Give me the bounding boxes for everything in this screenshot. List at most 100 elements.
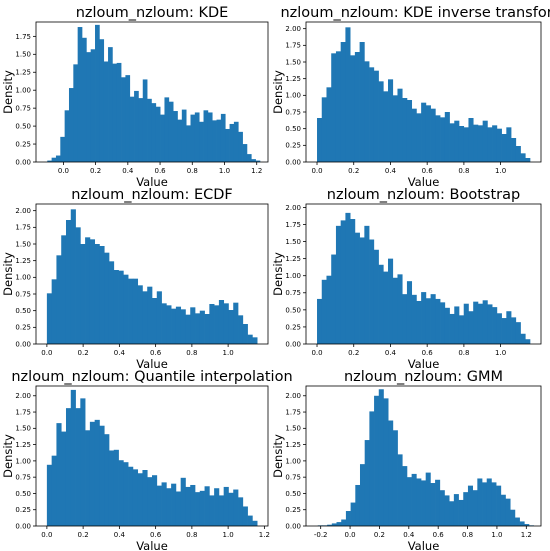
x-tick-label: 1.0 <box>223 349 234 357</box>
histogram-bar <box>228 310 234 344</box>
histogram-bar <box>388 79 394 162</box>
y-tick-label: 0.50 <box>285 490 301 498</box>
histogram-bar <box>491 482 497 526</box>
x-tick-label: 0.4 <box>403 531 415 539</box>
histogram-bar <box>421 102 427 162</box>
histogram-bar <box>166 488 172 526</box>
histogram-bar <box>185 486 191 526</box>
y-tick-label: 1.25 <box>285 75 301 83</box>
y-tick-label: 0.00 <box>15 340 31 348</box>
x-tick-label: 1.0 <box>223 531 234 539</box>
histogram-bar <box>56 255 62 344</box>
histogram-bar <box>190 484 196 526</box>
histogram-bar <box>199 490 205 526</box>
histogram-bar <box>336 522 342 526</box>
y-tick-label: 1.75 <box>285 42 301 50</box>
histogram-bar <box>51 157 57 162</box>
x-tick-label: 0.6 <box>154 167 166 175</box>
y-tick-label: 0.00 <box>15 158 31 166</box>
histogram-bar <box>416 478 422 526</box>
histogram-bar <box>94 419 100 526</box>
x-tick-label: 0.4 <box>385 349 397 357</box>
x-tick-label: 0.8 <box>186 349 197 357</box>
histogram-bar <box>132 278 139 344</box>
x-tick-label: 0.2 <box>348 167 359 175</box>
histogram-bar <box>520 333 526 344</box>
histogram-bar <box>463 492 469 526</box>
y-tick-label: 0.25 <box>285 506 301 514</box>
histogram-bar <box>255 160 261 162</box>
histogram-bar <box>354 232 360 344</box>
histogram-bar <box>195 313 201 344</box>
histogram-bar <box>46 464 53 526</box>
histogram-bar <box>233 121 239 162</box>
chart-title: nzloum_nzloum: Bootstrap <box>327 187 520 203</box>
chart-title: nzloum_nzloum: ECDF <box>71 187 233 203</box>
histogram-bar <box>112 63 118 162</box>
histogram-bar <box>468 311 474 344</box>
histogram-bar <box>164 97 170 162</box>
histogram-bar <box>506 127 512 162</box>
histogram-bar <box>345 27 351 162</box>
histogram-bar <box>90 49 96 162</box>
x-tick-label: 0.8 <box>187 167 198 175</box>
histogram-bar <box>147 286 153 344</box>
histogram-bar <box>388 258 394 344</box>
x-axis-label: Value <box>408 539 440 551</box>
histogram-bar <box>171 483 177 526</box>
histogram-bar <box>61 431 67 526</box>
histogram-bar <box>378 264 384 344</box>
histogram-bar <box>228 492 234 526</box>
histogram-bar <box>166 305 172 344</box>
y-tick-label: 2.00 <box>285 25 301 33</box>
histogram-bar <box>186 125 191 162</box>
histogram-bar <box>216 119 222 162</box>
histogram-bar <box>416 113 422 162</box>
y-tick-label: 0.75 <box>285 474 301 482</box>
histogram-bar <box>458 315 465 344</box>
histogram-bar <box>525 158 531 162</box>
histogram-bar <box>392 430 398 526</box>
y-tick-label: 1.00 <box>15 457 31 465</box>
histogram-bar <box>335 51 342 162</box>
y-axis-label: Density <box>271 434 285 478</box>
histogram-bar <box>147 98 152 162</box>
histogram-bar <box>147 477 153 526</box>
histogram-bar <box>142 291 148 344</box>
histogram-bar <box>89 421 96 526</box>
histogram-bar <box>467 485 473 526</box>
histogram-bar <box>440 117 446 162</box>
histogram-bar <box>515 146 521 162</box>
y-tick-label: 1.25 <box>15 441 31 449</box>
histogram-bar <box>123 462 129 526</box>
histogram-bar <box>364 225 370 344</box>
histogram-bar <box>487 127 493 162</box>
histogram-bar <box>75 408 81 526</box>
histogram-bar <box>444 112 450 162</box>
chart-panel-5: 0.0 0.2 0.4 0.6 0.8 1.0 1.2 0.00 0.25 0.50 0.75 1.0… <box>1 369 293 551</box>
y-tick-label: 1.50 <box>15 240 31 248</box>
histogram-bar <box>369 239 375 344</box>
histogram-bar <box>501 134 507 162</box>
chart-title: nzloum_nzloum: KDE inverse transform <box>280 5 550 21</box>
histogram-bar <box>204 314 210 344</box>
histogram-bar <box>392 95 398 162</box>
histogram-bar <box>453 494 459 526</box>
histogram-bar <box>477 478 483 526</box>
histogram-bar <box>473 301 479 344</box>
histogram-bar <box>359 464 366 526</box>
y-tick-label: 0.75 <box>285 289 301 297</box>
histogram-bar <box>350 55 356 162</box>
y-tick-label: 2.00 <box>15 207 31 215</box>
histogram-bar <box>68 88 74 162</box>
histogram-bar <box>511 317 517 344</box>
histogram-bar <box>388 420 394 526</box>
histogram-bar <box>180 309 186 344</box>
histogram-bar <box>104 434 110 526</box>
plot-frame <box>35 385 269 527</box>
histogram-bar <box>104 252 110 344</box>
histogram-bar <box>383 398 389 526</box>
histogram-bar <box>142 470 148 526</box>
histogram-bar <box>473 124 479 162</box>
